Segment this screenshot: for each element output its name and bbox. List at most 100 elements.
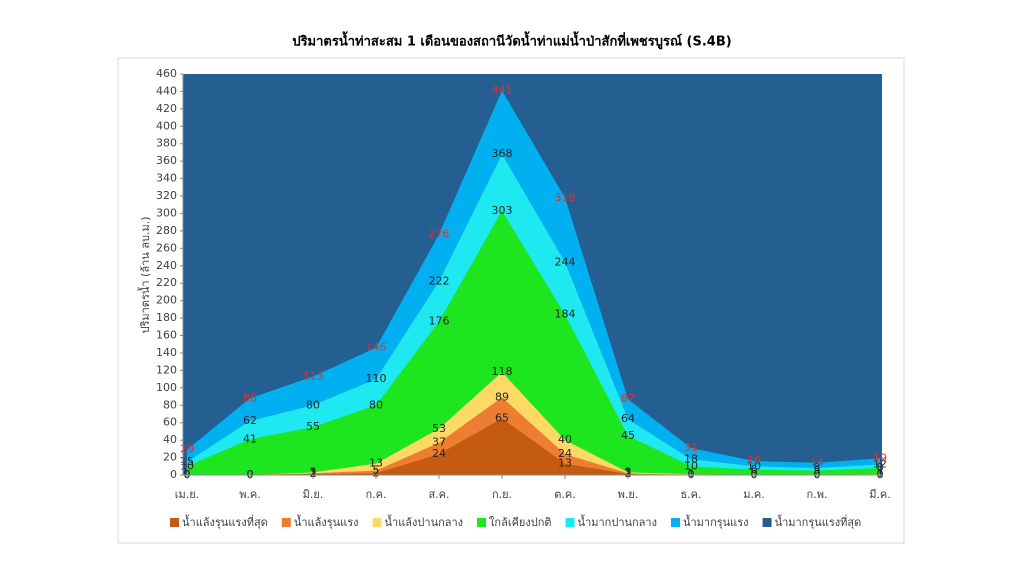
x-tick-label: ต.ค. bbox=[554, 488, 576, 501]
data-label: 80 bbox=[369, 398, 383, 411]
y-tick-label: 200 bbox=[156, 294, 177, 307]
data-label: 110 bbox=[366, 372, 387, 385]
y-tick-label: 0 bbox=[170, 468, 177, 481]
area bbox=[187, 372, 880, 475]
y-tick-label: 160 bbox=[156, 329, 177, 342]
legend-swatch bbox=[565, 518, 575, 527]
data-label: 222 bbox=[429, 274, 450, 287]
legend-label: น้ำมากปานกลาง bbox=[578, 514, 657, 529]
data-label: 176 bbox=[429, 315, 450, 328]
data-label: 13 bbox=[369, 457, 383, 470]
y-axis-label: ปริมาตรน้ำ (ล้าน ลบ.ม.) bbox=[137, 216, 152, 333]
data-label: 276 bbox=[429, 227, 450, 240]
data-label: 10 bbox=[747, 459, 761, 472]
legend-label: น้ำมากรุนแรงที่สุด bbox=[775, 514, 862, 529]
y-tick-label: 60 bbox=[163, 416, 177, 429]
y-tick-label: 460 bbox=[156, 67, 177, 80]
data-label: 24 bbox=[432, 447, 446, 460]
legend-label: น้ำมากรุนแรง bbox=[683, 514, 749, 529]
chart-title: ปริมาตรน้ำท่าสะสม 1 เดือนของสถานีวัดน้ำท… bbox=[292, 31, 731, 50]
x-tick-label: เม.ย. bbox=[175, 488, 199, 501]
y-tick-label: 100 bbox=[156, 381, 177, 394]
data-label: 62 bbox=[243, 414, 257, 427]
y-tick-label: 420 bbox=[156, 102, 177, 115]
legend-label: น้ำแล้งรุนแรงที่สุด bbox=[182, 514, 268, 529]
y-tick-label: 140 bbox=[156, 346, 177, 359]
y-tick-label: 340 bbox=[156, 172, 177, 185]
data-label: 113 bbox=[303, 369, 324, 382]
data-label: 14 bbox=[810, 456, 824, 469]
data-label: 3 bbox=[310, 465, 317, 478]
data-label: 244 bbox=[555, 255, 576, 268]
data-label: 45 bbox=[621, 429, 635, 442]
data-label: 41 bbox=[243, 432, 257, 445]
data-label: 88 bbox=[243, 391, 257, 404]
data-label: 146 bbox=[366, 341, 387, 354]
x-tick-label: พ.ย. bbox=[618, 488, 639, 501]
y-tick-label: 260 bbox=[156, 241, 177, 254]
data-label: 184 bbox=[555, 308, 576, 321]
data-label: 64 bbox=[621, 412, 635, 425]
data-label: 12 bbox=[873, 458, 887, 471]
data-label: 13 bbox=[558, 457, 572, 470]
y-tick-label: 180 bbox=[156, 311, 177, 324]
x-tick-label: ก.พ. bbox=[807, 488, 828, 501]
data-label: 1 bbox=[688, 467, 695, 480]
y-tick-label: 360 bbox=[156, 154, 177, 167]
area bbox=[187, 418, 880, 475]
legend-swatch bbox=[372, 518, 382, 527]
data-label: 2 bbox=[310, 466, 317, 479]
data-label: 31 bbox=[684, 441, 698, 454]
data-label: 16 bbox=[747, 454, 761, 467]
area bbox=[187, 210, 880, 475]
x-tick-label: ม.ค. bbox=[743, 488, 765, 501]
data-label: 6 bbox=[751, 463, 758, 476]
x-tick-label: ก.ย. bbox=[492, 488, 512, 501]
legend-label: น้ำแล้งรุนแรง bbox=[294, 514, 359, 529]
legend-label: ใกล้เคียงปกติ bbox=[489, 516, 552, 529]
legend-swatch bbox=[762, 518, 772, 527]
x-tick-label: พ.ค. bbox=[239, 488, 261, 501]
data-label: 118 bbox=[492, 365, 513, 378]
y-tick-label: 20 bbox=[163, 451, 177, 464]
data-label: 1 bbox=[625, 467, 632, 480]
data-label: 37 bbox=[432, 436, 446, 449]
y-tick-label: 120 bbox=[156, 363, 177, 376]
data-label: 24 bbox=[558, 447, 572, 460]
data-label: 89 bbox=[495, 390, 509, 403]
data-label: 8 bbox=[814, 461, 821, 474]
x-tick-label: ธ.ค. bbox=[680, 488, 701, 501]
data-label: 5 bbox=[373, 464, 380, 477]
legend-swatch bbox=[477, 518, 487, 527]
y-tick-label: 80 bbox=[163, 398, 177, 411]
y-tick-label: 440 bbox=[156, 84, 177, 97]
data-label: 3 bbox=[625, 465, 632, 478]
data-label: 87 bbox=[621, 392, 635, 405]
data-label: 441 bbox=[492, 84, 513, 97]
y-tick-label: 380 bbox=[156, 137, 177, 150]
data-label: 303 bbox=[492, 204, 513, 217]
data-label: 29 bbox=[180, 443, 194, 456]
legend-swatch bbox=[281, 518, 291, 527]
data-label: 1 bbox=[877, 467, 884, 480]
x-tick-label: ก.ค. bbox=[365, 488, 386, 501]
x-tick-label: มี.ค. bbox=[869, 488, 891, 501]
y-tick-label: 220 bbox=[156, 276, 177, 289]
data-label: 2 bbox=[373, 466, 380, 479]
y-tick-label: 300 bbox=[156, 206, 177, 219]
data-label: 65 bbox=[495, 411, 509, 424]
x-tick-label: มิ.ย. bbox=[303, 488, 324, 501]
data-label: 80 bbox=[306, 398, 320, 411]
data-label: 18 bbox=[684, 452, 698, 465]
y-tick-label: 400 bbox=[156, 119, 177, 132]
y-tick-label: 40 bbox=[163, 433, 177, 446]
data-label: 8 bbox=[877, 461, 884, 474]
data-label: 40 bbox=[558, 433, 572, 446]
data-label: 5 bbox=[814, 464, 821, 477]
area bbox=[187, 397, 880, 475]
data-label: 318 bbox=[555, 191, 576, 204]
y-tick-label: 240 bbox=[156, 259, 177, 272]
data-label: 15 bbox=[180, 455, 194, 468]
data-label: 2 bbox=[625, 466, 632, 479]
